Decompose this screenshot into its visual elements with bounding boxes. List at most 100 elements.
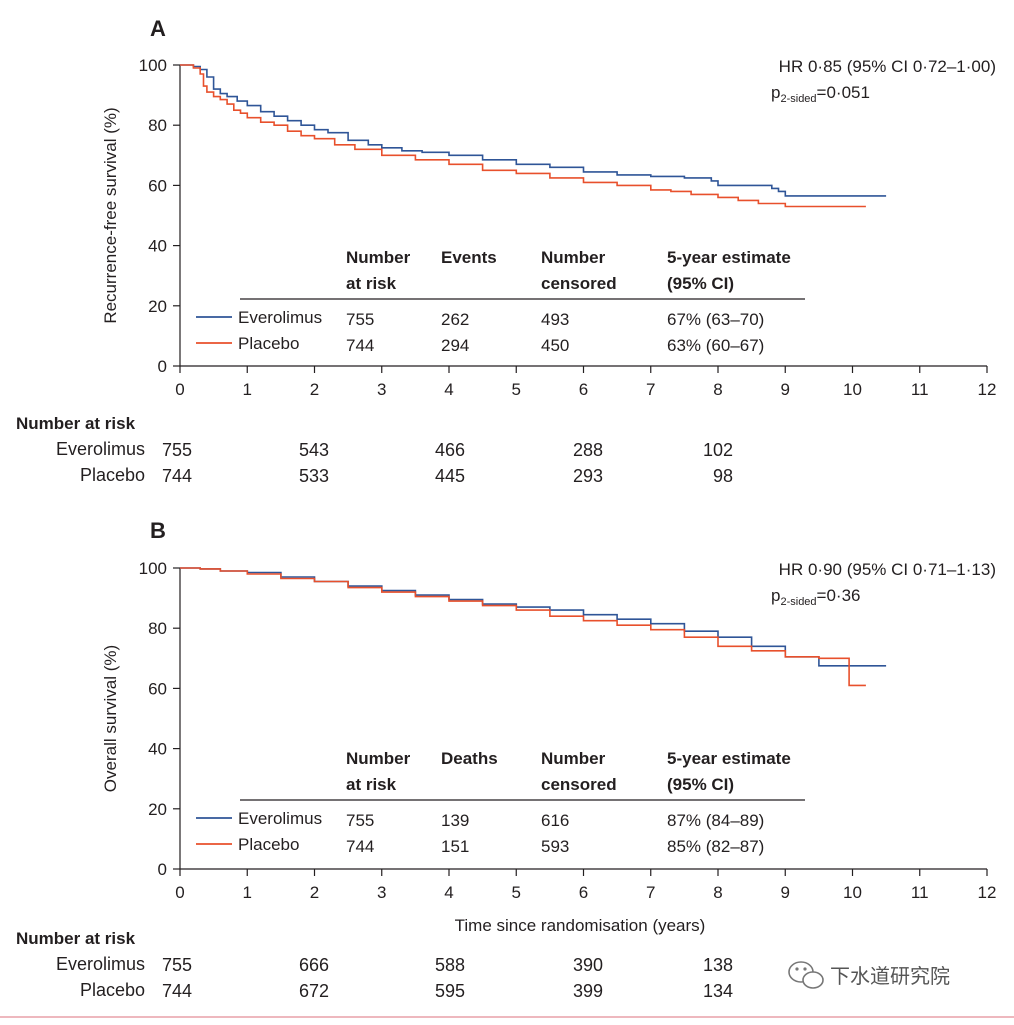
risk-value: 744 [162, 466, 192, 486]
legend-label: Placebo [238, 334, 299, 353]
table-header: at risk [346, 775, 397, 794]
y-tick-label: 20 [148, 800, 167, 819]
legend-label: Everolimus [238, 308, 322, 327]
table-cell: 755 [346, 310, 374, 329]
x-tick-label: 6 [579, 380, 588, 399]
x-tick-label: 10 [843, 380, 862, 399]
y-tick-label: 40 [148, 740, 167, 759]
p-value-text: p2-sided=0·051 [771, 83, 870, 105]
x-tick-label: 11 [911, 380, 929, 399]
survival-curve-placebo [180, 567, 866, 687]
survival-curve-everolimus [180, 567, 887, 667]
x-axis-label: Time since randomisation (years) [455, 916, 706, 935]
x-tick-label: 4 [444, 883, 453, 902]
x-tick-label: 3 [377, 883, 386, 902]
x-tick-label: 8 [713, 883, 722, 902]
x-tick-label: 6 [579, 883, 588, 902]
x-tick-label: 8 [713, 380, 722, 399]
p-subscript: 2-sided [780, 93, 816, 105]
table-cell: 63% (60–67) [667, 336, 764, 355]
table-header: Number [541, 248, 606, 267]
x-tick-label: 9 [781, 883, 790, 902]
p-value: =0·36 [817, 586, 861, 605]
survival-curve-placebo [180, 64, 866, 208]
table-header: (95% CI) [667, 775, 734, 794]
y-tick-label: 60 [148, 176, 167, 195]
table-cell: 616 [541, 811, 569, 830]
table-header: censored [541, 274, 617, 293]
x-tick-label: 12 [978, 380, 997, 399]
risk-value: 390 [573, 955, 603, 975]
number-at-risk-title: Number at risk [16, 929, 136, 948]
x-tick-label: 0 [175, 883, 184, 902]
x-tick-label: 12 [978, 883, 997, 902]
x-tick-label: 11 [911, 883, 929, 902]
table-cell: 493 [541, 310, 569, 329]
x-tick-label: 5 [512, 883, 521, 902]
table-cell: 294 [441, 336, 469, 355]
legend-label: Everolimus [238, 809, 322, 828]
y-tick-label: 20 [148, 297, 167, 316]
table-cell: 67% (63–70) [667, 310, 764, 329]
p-symbol: p [771, 83, 780, 102]
table-cell: 593 [541, 837, 569, 856]
table-header: Number [346, 749, 411, 768]
wechat-icon [788, 961, 824, 989]
table-header: Number [346, 248, 411, 267]
y-tick-label: 0 [158, 357, 167, 376]
panel-letter: B [150, 518, 166, 543]
x-tick-label: 0 [175, 380, 184, 399]
x-tick-label: 7 [646, 380, 655, 399]
y-tick-label: 100 [139, 559, 167, 578]
x-tick-label: 7 [646, 883, 655, 902]
table-header: at risk [346, 274, 397, 293]
risk-value: 672 [299, 981, 329, 1001]
risk-value: 755 [162, 955, 192, 975]
x-tick-label: 2 [310, 883, 319, 902]
risk-value: 666 [299, 955, 329, 975]
risk-row-label: Everolimus [56, 954, 145, 974]
number-at-risk-title: Number at risk [16, 414, 136, 433]
table-cell: 85% (82–87) [667, 837, 764, 856]
table-cell: 744 [346, 837, 374, 856]
p-subscript: 2-sided [780, 596, 816, 608]
table-cell: 151 [441, 837, 469, 856]
table-cell: 87% (84–89) [667, 811, 764, 830]
y-tick-label: 80 [148, 116, 167, 135]
table-cell: 744 [346, 336, 374, 355]
hazard-ratio-text: HR 0·85 (95% CI 0·72–1·00) [779, 57, 996, 76]
y-tick-label: 80 [148, 619, 167, 638]
table-header: Number [541, 749, 606, 768]
risk-value: 138 [703, 955, 733, 975]
risk-row-label: Placebo [80, 980, 145, 1000]
x-tick-label: 1 [243, 380, 252, 399]
risk-value: 755 [162, 440, 192, 460]
y-tick-label: 60 [148, 679, 167, 698]
table-cell: 755 [346, 811, 374, 830]
risk-value: 533 [299, 466, 329, 486]
legend-label: Placebo [238, 835, 299, 854]
y-axis-label: Overall survival (%) [101, 645, 120, 792]
table-header: 5-year estimate [667, 248, 791, 267]
x-tick-label: 3 [377, 380, 386, 399]
table-cell: 262 [441, 310, 469, 329]
risk-value: 543 [299, 440, 329, 460]
x-tick-label: 1 [243, 883, 252, 902]
table-header: Deaths [441, 749, 498, 768]
table-header: 5-year estimate [667, 749, 791, 768]
p-value-text: p2-sided=0·36 [771, 586, 861, 608]
risk-row-label: Everolimus [56, 439, 145, 459]
y-axis-label: Recurrence-free survival (%) [101, 107, 120, 323]
risk-value: 98 [713, 466, 733, 486]
p-symbol: p [771, 586, 780, 605]
x-tick-label: 4 [444, 380, 453, 399]
y-tick-label: 40 [148, 237, 167, 256]
x-tick-label: 5 [512, 380, 521, 399]
x-tick-label: 10 [843, 883, 862, 902]
hazard-ratio-text: HR 0·90 (95% CI 0·71–1·13) [779, 560, 996, 579]
p-value: =0·051 [817, 83, 870, 102]
table-cell: 450 [541, 336, 569, 355]
table-header: censored [541, 775, 617, 794]
x-tick-label: 2 [310, 380, 319, 399]
